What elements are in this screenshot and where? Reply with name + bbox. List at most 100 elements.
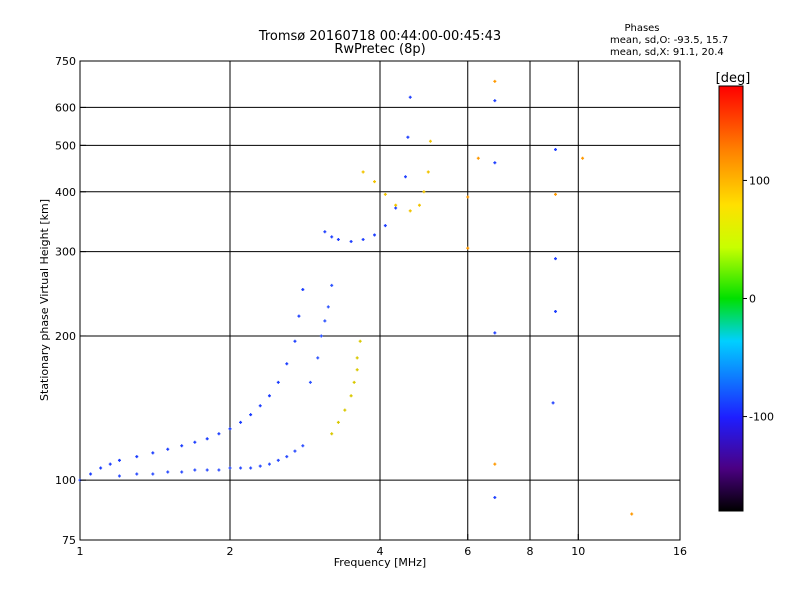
data-point — [117, 458, 121, 462]
data-point — [355, 368, 359, 372]
legend-line-x: mean, sd,X: 91.1, 20.4 — [610, 47, 724, 58]
x-tick-label: 16 — [673, 545, 687, 558]
data-point — [249, 413, 253, 417]
x-tick-label: 4 — [377, 545, 384, 558]
data-point — [493, 462, 497, 466]
data-point — [323, 230, 327, 234]
data-point — [319, 334, 323, 338]
data-point — [180, 444, 184, 448]
x-tick-label: 8 — [527, 545, 534, 558]
data-point — [285, 455, 289, 459]
x-tick-label: 6 — [464, 545, 471, 558]
data-point — [267, 462, 271, 466]
data-point — [323, 319, 327, 323]
x-tick-label: 1 — [77, 545, 84, 558]
series-group — [466, 79, 634, 516]
data-point — [493, 79, 497, 83]
series-group — [78, 288, 305, 482]
data-point — [493, 161, 497, 165]
colorbar-tick-label: -100 — [749, 411, 774, 424]
data-point — [258, 464, 262, 468]
data-point — [408, 209, 412, 213]
data-point — [383, 192, 387, 196]
data-point — [258, 404, 262, 408]
data-point — [349, 239, 353, 243]
data-point — [228, 466, 232, 470]
data-point — [394, 206, 398, 210]
data-point — [330, 432, 334, 436]
data-point — [417, 203, 421, 207]
data-point — [406, 135, 410, 139]
data-point — [352, 380, 356, 384]
data-point — [293, 449, 297, 453]
data-point — [193, 440, 197, 444]
x-ticks: 1 2 4 6 8 10 16 — [77, 534, 687, 558]
data-point — [180, 470, 184, 474]
series-group — [493, 99, 557, 499]
data-point — [394, 203, 398, 207]
y-tick-label: 500 — [55, 139, 76, 152]
data-point — [285, 362, 289, 366]
x-tick-label: 10 — [571, 545, 585, 558]
data-point — [336, 420, 340, 424]
series-group — [117, 444, 305, 478]
data-point — [267, 394, 271, 398]
data-point — [493, 99, 497, 103]
data-point — [217, 432, 221, 436]
y-tick-label: 300 — [55, 246, 76, 259]
data-point — [166, 447, 170, 451]
data-point — [343, 408, 347, 412]
data-point — [361, 237, 365, 241]
data-point — [239, 466, 243, 470]
y-axis-label: Stationary phase Virtual Height [km] — [38, 199, 51, 401]
x-tick-label: 2 — [227, 545, 234, 558]
data-point — [330, 235, 334, 239]
y-tick-label: 600 — [55, 101, 76, 114]
data-point — [466, 195, 470, 199]
data-point — [166, 470, 170, 474]
colorbar-label: [deg] — [716, 71, 751, 86]
data-point — [151, 451, 155, 455]
data-point — [135, 455, 139, 459]
data-point — [373, 180, 377, 184]
colorbar-tick-label: 100 — [749, 174, 770, 187]
series-group — [361, 139, 432, 213]
data-point — [193, 468, 197, 472]
data-point — [249, 466, 253, 470]
data-point — [428, 139, 432, 143]
y-ticks: 75 100 200 300 400 500 600 750 — [55, 55, 86, 547]
data-point — [108, 462, 112, 466]
data-point — [276, 380, 280, 384]
data-point — [581, 156, 585, 160]
data-point — [293, 339, 297, 343]
data-point — [117, 474, 121, 478]
series-group — [330, 339, 362, 436]
grid-layer — [80, 61, 680, 540]
chart-title: Tromsø 20160718 00:44:00-00:45:43 — [258, 29, 501, 44]
data-point — [553, 257, 557, 261]
data-point — [316, 356, 320, 360]
colorbar-ticks: 100 0 -100 — [743, 174, 774, 424]
data-point — [301, 288, 305, 292]
data-point — [476, 156, 480, 160]
data-point — [553, 309, 557, 313]
data-point — [99, 466, 103, 470]
data-point — [205, 437, 209, 441]
data-point — [336, 237, 340, 241]
data-point — [349, 394, 353, 398]
data-point — [422, 190, 426, 194]
data-point — [383, 224, 387, 228]
data-point — [493, 331, 497, 335]
data-point — [358, 339, 362, 343]
points-layer — [78, 79, 634, 516]
data-point — [326, 305, 330, 309]
y-tick-label: 75 — [62, 534, 76, 547]
colorbar-tick-label: 0 — [749, 293, 756, 306]
data-point — [205, 468, 209, 472]
data-point — [630, 512, 634, 516]
data-point — [301, 444, 305, 448]
data-point — [297, 314, 301, 318]
y-tick-label: 200 — [55, 330, 76, 343]
data-point — [355, 356, 359, 360]
